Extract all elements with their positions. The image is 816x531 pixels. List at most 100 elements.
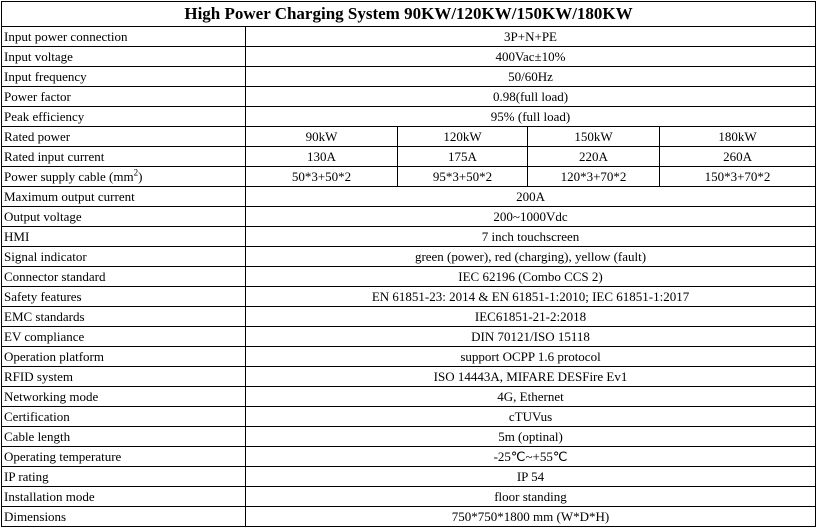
label-text: Output voltage <box>4 209 82 224</box>
label-text: Certification <box>4 409 70 424</box>
row-value: 200A <box>244 186 816 207</box>
spec-row: Certification cTUVus <box>1 406 816 427</box>
spec-row: Dimensions 750*750*1800 mm (W*D*H) <box>1 506 816 527</box>
spec-row: Maximum output current 200A <box>1 186 816 207</box>
row-label: Operation platform <box>1 346 246 367</box>
spec-row: Power factor 0.98(full load) <box>1 86 816 107</box>
row-label: Maximum output current <box>1 186 246 207</box>
row-value: -25℃~+55℃ <box>244 446 816 467</box>
row-value: 260A <box>658 146 816 167</box>
label-text: Power supply cable (mm <box>4 169 134 184</box>
row-label: Input power connection <box>1 26 246 47</box>
row-value: IP 54 <box>244 466 816 487</box>
label-text: Input frequency <box>4 69 87 84</box>
label-text: EV compliance <box>4 329 85 344</box>
row-label: HMI <box>1 226 246 247</box>
row-value: 200~1000Vdc <box>244 206 816 227</box>
row-value: IEC61851-21-2:2018 <box>244 306 816 327</box>
row-label: RFID system <box>1 366 246 387</box>
row-value: 95% (full load) <box>244 106 816 127</box>
row-label: Dimensions <box>1 506 246 527</box>
row-label: EV compliance <box>1 326 246 347</box>
spec-row: Safety features EN 61851-23: 2014 & EN 61… <box>1 286 816 307</box>
row-label: Output voltage <box>1 206 246 227</box>
row-value: 400Vac±10% <box>244 46 816 67</box>
spec-row: HMI 7 inch touchscreen <box>1 226 816 247</box>
label-text: Input power connection <box>4 29 128 44</box>
row-value: cTUVus <box>244 406 816 427</box>
row-label: Connector standard <box>1 266 246 287</box>
spec-row: Cable length 5m (optinal) <box>1 426 816 447</box>
row-value: 150*3+70*2 <box>658 166 816 187</box>
row-value: 95*3+50*2 <box>397 166 528 187</box>
label-text: Peak efficiency <box>4 109 85 124</box>
label-text: Operating temperature <box>4 449 122 464</box>
row-label: IP rating <box>1 466 246 487</box>
spec-row: EV compliance DIN 70121/ISO 15118 <box>1 326 816 347</box>
row-label: Certification <box>1 406 246 427</box>
table-title: High Power Charging System 90KW/120KW/15… <box>0 1 816 27</box>
spec-row: Output voltage 200~1000Vdc <box>1 206 816 227</box>
spec-row: Operating temperature -25℃~+55℃ <box>1 446 816 467</box>
spec-row: IP rating IP 54 <box>1 466 816 487</box>
row-value: EN 61851-23: 2014 & EN 61851-1:2010; IEC… <box>244 286 816 307</box>
spec-row: Signal indicator green (power), red (char… <box>1 246 816 267</box>
label-text: ) <box>138 169 143 184</box>
label-text: Rated power <box>4 129 71 144</box>
label-text: Input voltage <box>4 49 73 64</box>
spec-row: Input frequency 50/60Hz <box>1 66 816 87</box>
spec-row: Networking mode 4G, Ethernet <box>1 386 816 407</box>
row-label: Power factor <box>1 86 246 107</box>
label-text: Installation mode <box>4 489 95 504</box>
row-value: 50*3+50*2 <box>245 166 398 187</box>
row-value: floor standing <box>244 486 816 507</box>
spec-row: Input voltage 400Vac±10% <box>1 46 816 67</box>
row-label: Networking mode <box>1 386 246 407</box>
label-text: Dimensions <box>4 509 67 524</box>
spec-row: Installation mode floor standing <box>1 486 816 507</box>
label-text: Cable length <box>4 429 71 444</box>
spec-row: Operation platform support OCPP 1.6 proto… <box>1 346 816 367</box>
label-text: RFID system <box>4 369 73 384</box>
row-value: 150kW <box>527 126 660 147</box>
label-text: HMI <box>4 229 30 244</box>
row-label: Power supply cable (mm2) <box>1 166 246 187</box>
title-row: High Power Charging System 90KW/120KW/15… <box>0 1 816 27</box>
row-label: Input frequency <box>1 66 246 87</box>
row-label: EMC standards <box>1 306 246 327</box>
row-value: 3P+N+PE <box>244 26 816 47</box>
row-value: 7 inch touchscreen <box>244 226 816 247</box>
label-text: EMC standards <box>4 309 85 324</box>
row-value: DIN 70121/ISO 15118 <box>244 326 816 347</box>
label-text: Power factor <box>4 89 71 104</box>
row-label: Rated power <box>1 126 246 147</box>
row-value: 130A <box>245 146 398 167</box>
label-superscript: 2 <box>133 167 139 178</box>
row-value: 5m (optinal) <box>244 426 816 447</box>
spec-row: Rated input current 130A 175A 220A 260A <box>1 146 816 167</box>
spec-row: RFID system ISO 14443A, MIFARE DESFire Ev… <box>1 366 816 387</box>
row-label: Peak efficiency <box>1 106 246 127</box>
row-value: 0.98(full load) <box>244 86 816 107</box>
row-value: 750*750*1800 mm (W*D*H) <box>244 506 816 527</box>
label-text: Operation platform <box>4 349 104 364</box>
row-label: Input voltage <box>1 46 246 67</box>
row-value: 180kW <box>658 126 816 147</box>
label-text: Rated input current <box>4 149 105 164</box>
row-value: 220A <box>527 146 660 167</box>
row-value: 90kW <box>245 126 398 147</box>
label-text: IP rating <box>4 469 49 484</box>
row-value: 175A <box>397 146 528 167</box>
spec-row: Peak efficiency 95% (full load) <box>1 106 816 127</box>
row-label: Operating temperature <box>1 446 246 467</box>
label-text: Maximum output current <box>4 189 135 204</box>
row-value: 120kW <box>397 126 528 147</box>
row-value: IEC 62196 (Combo CCS 2) <box>244 266 816 287</box>
row-value: ISO 14443A, MIFARE DESFire Ev1 <box>244 366 816 387</box>
row-value: support OCPP 1.6 protocol <box>244 346 816 367</box>
spec-row: Power supply cable (mm2) 50*3+50*2 95*3+50… <box>1 166 816 187</box>
row-value: 50/60Hz <box>244 66 816 87</box>
